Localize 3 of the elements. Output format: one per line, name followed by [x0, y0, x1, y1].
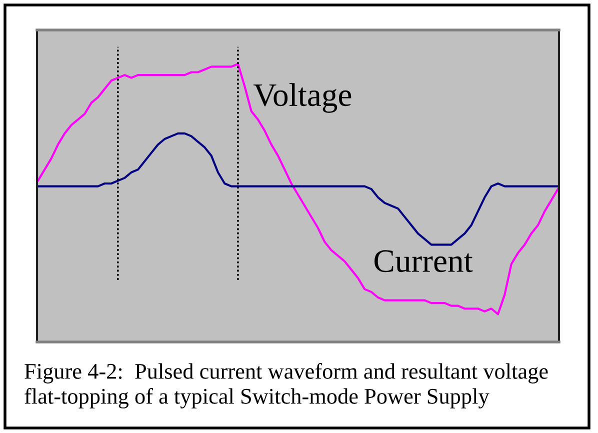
series-label: Voltage [253, 83, 352, 113]
caption: Figure 4-2: Pulsed current waveform and resultant voltage flat-topping of a typical Switch-mode Power Supply [24, 363, 548, 408]
series-label: Current [374, 250, 473, 272]
